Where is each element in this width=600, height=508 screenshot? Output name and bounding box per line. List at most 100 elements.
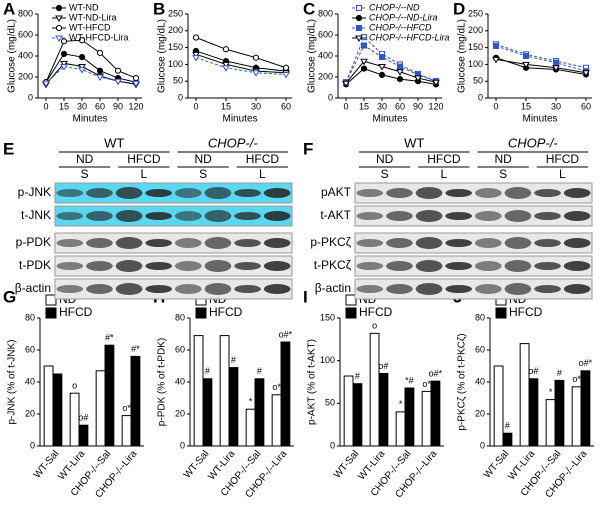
blot-band [445, 239, 473, 247]
significance: *# [405, 375, 414, 385]
blot-strip [54, 232, 293, 254]
significance: o#* [429, 369, 443, 379]
y-tick-label: 100 [168, 59, 183, 69]
x-tick-label: 90 [113, 101, 123, 111]
y-tick-label: 0 [28, 92, 33, 102]
blot-band [474, 238, 502, 248]
y-tick-label: 40 [175, 376, 185, 386]
blot-band [174, 188, 202, 198]
blot-band [386, 211, 413, 221]
marker [582, 70, 590, 77]
blot-band [115, 237, 143, 249]
significance: * [549, 387, 553, 397]
series-line [495, 58, 587, 74]
blot-strip [54, 182, 293, 204]
y-tick-label: 150 [168, 42, 183, 52]
blot-strip [54, 278, 293, 300]
marker [96, 49, 104, 56]
blot-band [204, 260, 232, 272]
x-tick-label: 30 [77, 101, 87, 111]
condition-label: ND [76, 152, 94, 166]
marker [114, 78, 122, 86]
series-line [195, 57, 287, 75]
y-axis-label: p-PKCζ (% of t-PKCζ) [457, 333, 468, 430]
y-axis-label: Glucose (mg/dL) [157, 19, 168, 93]
group-label: CHOP-/- [508, 135, 559, 150]
blot-band [386, 284, 413, 294]
marker [55, 35, 63, 42]
marker [55, 15, 63, 22]
y-tick-label: 100 [468, 59, 483, 69]
legend-label: HFCD [359, 305, 393, 319]
panel-label: D [453, 0, 465, 18]
bar [202, 378, 213, 447]
y-tick-label: 200 [18, 71, 33, 81]
blot-band [504, 283, 532, 295]
legend-swatch [195, 307, 207, 319]
legend-label: WT-HFCD [69, 22, 111, 32]
bar [545, 399, 556, 447]
marker [522, 61, 530, 69]
y-tick-label: 150 [320, 312, 335, 322]
x-tick-label: 30 [551, 101, 561, 111]
blot-band [474, 284, 502, 294]
y-tick-label: 250 [468, 8, 483, 18]
blot-band [204, 283, 232, 295]
series-line [195, 53, 287, 74]
blot-band [263, 261, 291, 271]
row-label: t-PDK [19, 258, 51, 272]
blot-strip [354, 232, 593, 254]
marker [282, 64, 290, 71]
marker [552, 65, 560, 72]
series-line [195, 50, 287, 72]
marker [432, 79, 440, 87]
marker [492, 56, 500, 64]
marker [42, 80, 50, 88]
x-tick-label: 15 [59, 101, 69, 111]
x-tick-label: 0 [493, 101, 498, 111]
significance: o [372, 321, 377, 331]
significance: # [505, 421, 510, 431]
blot-band [86, 261, 113, 271]
bar [421, 390, 432, 447]
series-line [495, 45, 587, 72]
x-tick-label: 0 [43, 101, 48, 111]
x-tick-label: 15 [221, 101, 231, 111]
condition-label: HFCD [546, 152, 580, 166]
y-tick-label: 0 [180, 440, 185, 450]
marker [78, 67, 86, 74]
blot-band [234, 189, 261, 197]
marker [192, 55, 200, 62]
marker [356, 5, 362, 11]
marker [222, 65, 230, 72]
blot-band [234, 239, 261, 247]
significance: # [205, 366, 210, 376]
row-label: β-actin [15, 281, 51, 295]
y-tick-label: 40 [25, 376, 35, 386]
y-tick-label: 400 [18, 50, 33, 60]
bar [528, 378, 539, 447]
bar [219, 335, 230, 447]
y-tick-label: 100 [320, 355, 335, 365]
marker [553, 59, 559, 66]
bar [271, 394, 282, 447]
bar [280, 341, 291, 447]
significance: o* [572, 374, 581, 384]
blot-band [386, 238, 413, 248]
y-tick-label: 200 [168, 25, 183, 35]
blot-band [56, 189, 84, 197]
x-tick-label: 15 [359, 101, 369, 111]
blot-band [115, 210, 143, 222]
significance: o# [78, 413, 88, 423]
significance: # [231, 355, 236, 365]
blot-band [174, 238, 202, 248]
legend-label: HFCD [209, 305, 243, 319]
marker [355, 14, 363, 22]
significance: o* [122, 403, 131, 413]
blot-band [263, 238, 291, 248]
x-tick-label: 120 [428, 101, 443, 111]
marker [60, 38, 68, 45]
significance: o* [272, 382, 281, 392]
x-tick-label: 0 [193, 101, 198, 111]
blot-band [534, 189, 561, 197]
